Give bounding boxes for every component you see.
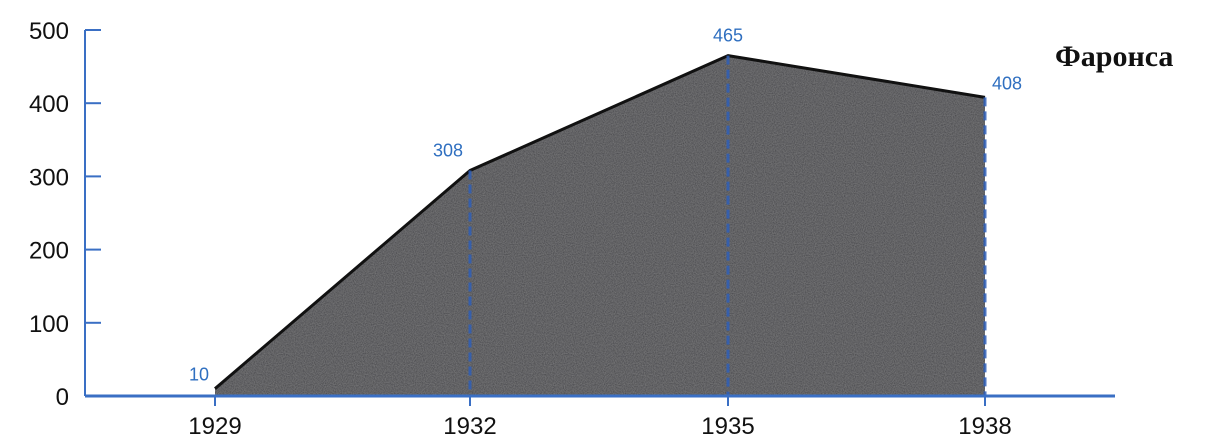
y-tick-label: 0	[56, 384, 69, 411]
axes	[84, 30, 1115, 398]
y-ticks: 0 100 200 300 400 500	[29, 18, 101, 411]
data-label: 408	[992, 73, 1022, 93]
area-fill	[215, 55, 985, 397]
x-tick-label: 1938	[958, 413, 1011, 440]
data-label: 10	[189, 365, 209, 385]
series-name-label: Фаронса	[1055, 40, 1173, 73]
data-label: 308	[433, 141, 463, 161]
y-tick-label: 500	[29, 18, 69, 45]
drop-lines	[468, 55, 987, 396]
x-tick-label: 1932	[443, 413, 496, 440]
x-ticks: 1929 1932 1935 1938	[188, 396, 1012, 440]
y-tick-label: 400	[29, 91, 69, 118]
y-tick-label: 300	[29, 164, 69, 191]
data-labels: 10 308 465 408	[189, 26, 1022, 385]
x-tick-label: 1935	[701, 413, 754, 440]
y-tick-label: 100	[29, 311, 69, 338]
x-tick-label: 1929	[188, 413, 241, 440]
area-layer	[214, 54, 986, 397]
series-line	[214, 54, 986, 390]
y-tick-label: 200	[29, 238, 69, 265]
data-label: 465	[713, 26, 743, 46]
